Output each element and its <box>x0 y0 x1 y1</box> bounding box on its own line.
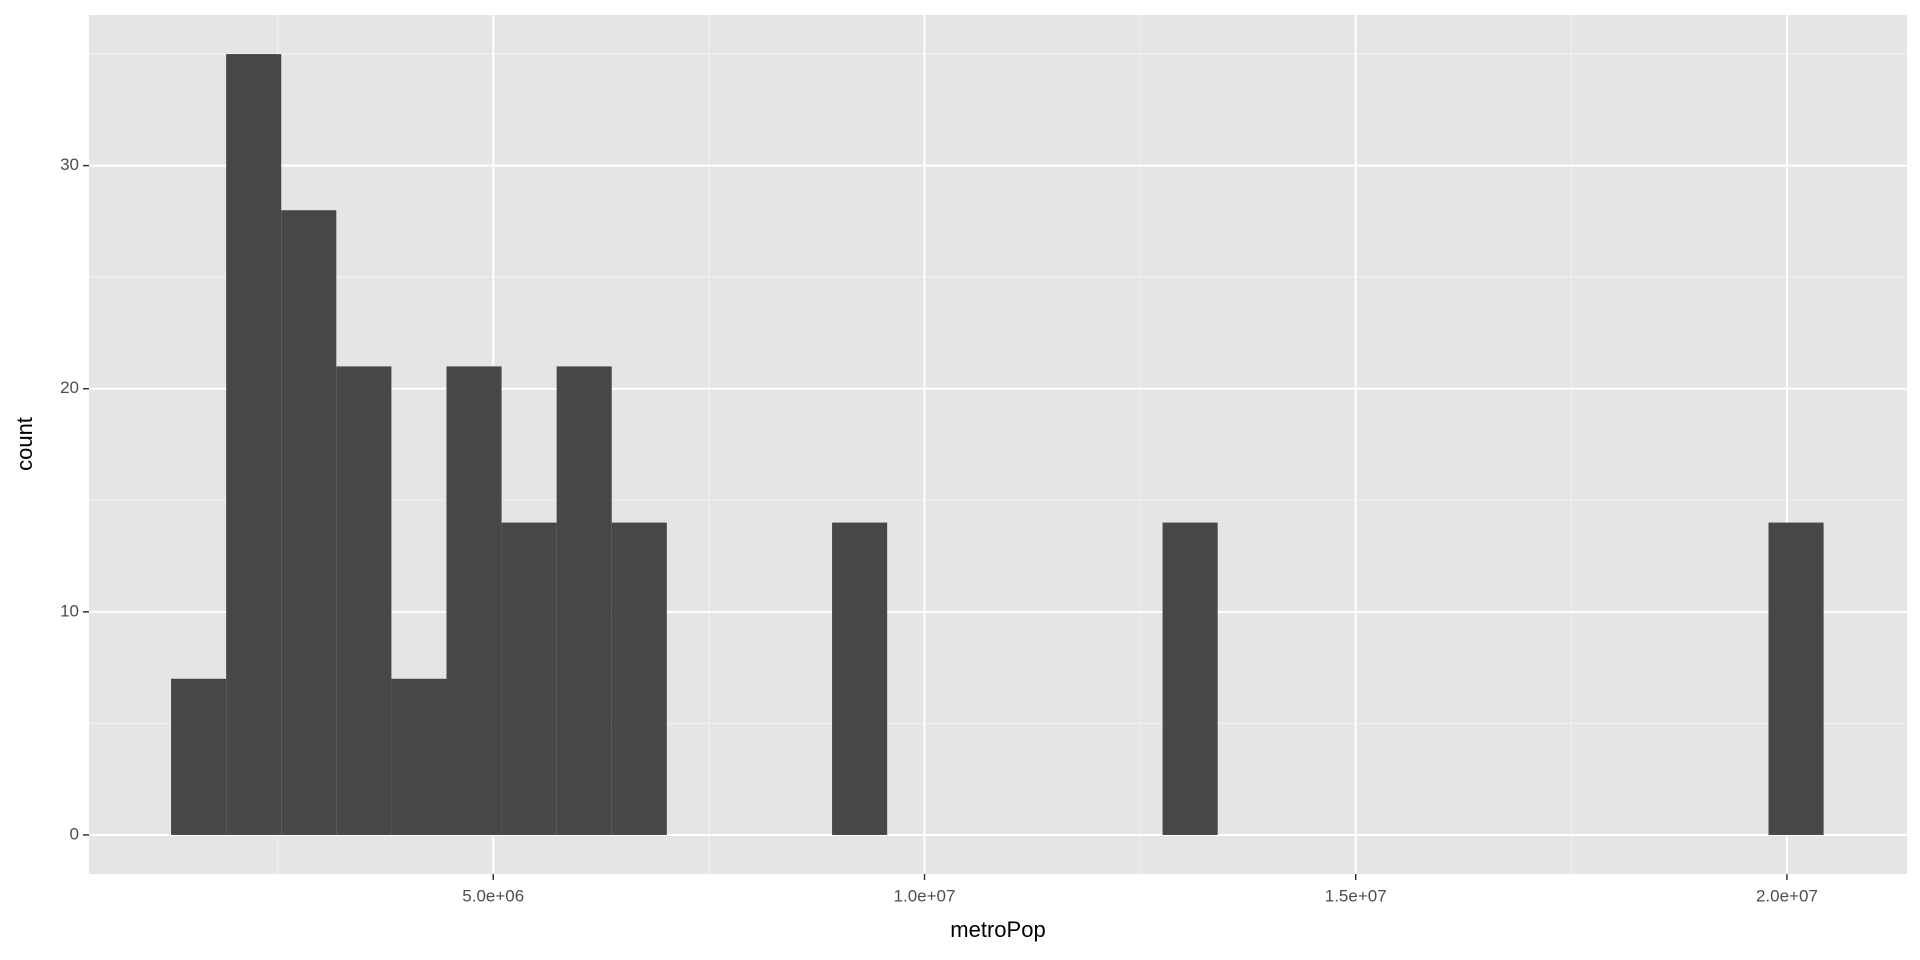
x-tick-label: 2.0e+07 <box>1756 886 1818 905</box>
bar <box>832 522 888 835</box>
bar <box>1768 522 1824 835</box>
y-tick-label: 30 <box>60 155 79 174</box>
x-tick-label: 1.5e+07 <box>1325 886 1387 905</box>
bar <box>1162 522 1218 835</box>
bar <box>336 366 392 835</box>
bar <box>226 54 282 835</box>
y-axis-title: count <box>12 417 37 471</box>
x-tick-label: 1.0e+07 <box>894 886 956 905</box>
bar <box>501 522 557 835</box>
bar <box>171 678 227 835</box>
bar <box>281 210 337 835</box>
x-axis-title: metroPop <box>950 917 1045 942</box>
bar <box>611 522 667 835</box>
bar <box>556 366 612 835</box>
y-tick-label: 0 <box>70 824 79 843</box>
y-tick-label: 20 <box>60 378 79 397</box>
x-tick-label: 5.0e+06 <box>462 886 524 905</box>
y-tick-label: 10 <box>60 601 79 620</box>
bar <box>391 678 447 835</box>
bar <box>446 366 502 835</box>
